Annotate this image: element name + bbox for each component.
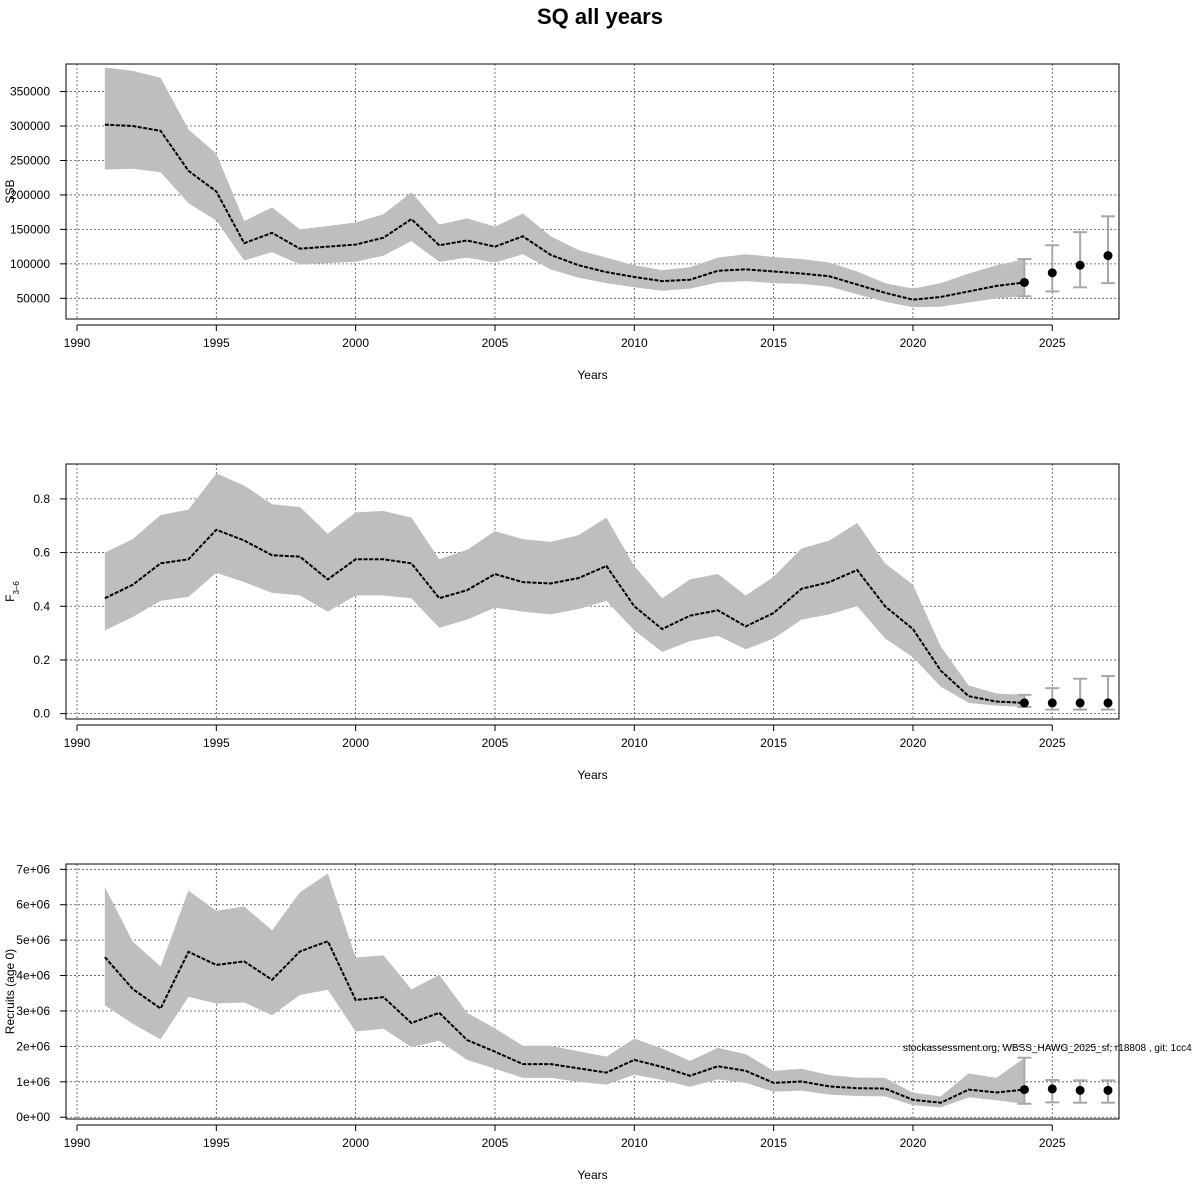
ssb-y-tick-label-4: 250000 xyxy=(10,153,50,167)
fbar-x-tick-label-2005: 2005 xyxy=(482,736,509,750)
ssb-x-tick-label-2025: 2025 xyxy=(1039,336,1066,350)
fbar-projection-2027 xyxy=(1101,675,1115,711)
fbar-projection-2026 xyxy=(1073,677,1088,711)
recruits-y-axis-label: Recruits (age 0) xyxy=(3,949,17,1034)
ssb-y-tick-label-0: 50000 xyxy=(17,291,51,305)
recruits-grid xyxy=(66,864,1119,1119)
recruits-projection-point-2026 xyxy=(1075,1085,1085,1095)
fbar-y-tick-label-4: 0.8 xyxy=(33,492,50,506)
recruits-y-tick-label-4: 4e+06 xyxy=(16,969,50,983)
chart-panels: 1990 1995 2000 2005 2010 2015 2020 2025 Years 500… xyxy=(3,63,1120,1182)
ssb-projection-point-2024 xyxy=(1019,277,1029,287)
fbar-confidence-band xyxy=(104,473,1025,707)
ssb-x-tick-label-2005: 2005 xyxy=(482,336,509,350)
recruits-projection-2025 xyxy=(1045,1079,1060,1104)
recruits-x-axis-label: Years xyxy=(577,1168,607,1182)
recruits-y-tick-label-2: 2e+06 xyxy=(16,1039,50,1053)
recruits-plot-frame xyxy=(65,863,1120,1120)
fbar-x-tick-label-2015: 2015 xyxy=(760,736,787,750)
ssb-x-tick-label-2000: 2000 xyxy=(342,336,369,350)
ssb-plot-frame xyxy=(65,63,1120,320)
fbar-projection-point-2026 xyxy=(1075,698,1085,708)
ssb-projection-2026 xyxy=(1073,231,1088,289)
ssb-projection-point-2026 xyxy=(1075,260,1085,270)
recruits-x-tick-label-1995: 1995 xyxy=(203,1136,230,1150)
fbar-panel: 1990 1995 2000 2005 2010 2015 2020 2025 Years 0.0… xyxy=(3,463,1120,782)
ssb-projection-point-2025 xyxy=(1047,268,1057,278)
fbar-x-axis: 1990 1995 2000 2005 2010 2015 2020 2025 xyxy=(64,724,1066,750)
ssb-x-tick-label-1990: 1990 xyxy=(64,336,91,350)
ssb-y-axis: 50000 100000 150000 200000 250000 300000 35000… xyxy=(10,85,66,305)
fbar-y-tick-label-0: 0.0 xyxy=(33,707,50,721)
fbar-y-tick-label-2: 0.4 xyxy=(33,599,50,613)
fbar-y-axis-label: F3–6 xyxy=(3,581,21,602)
fbar-plot-frame xyxy=(65,463,1120,720)
ssb-x-tick-label-1995: 1995 xyxy=(203,336,230,350)
ssb-y-tick-label-6: 350000 xyxy=(10,85,50,99)
footnote: stockassessment.org, WBSS_HAWG_2025_sf, … xyxy=(903,1043,1192,1054)
ssb-y-tick-label-3: 200000 xyxy=(10,188,50,202)
fbar-y-axis: 0.0 0.2 0.4 0.6 0.8 xyxy=(33,492,66,721)
ssb-y-axis-label: SSB xyxy=(3,179,17,203)
ssb-projection-2024 xyxy=(1017,258,1032,298)
chart-title: SQ all years xyxy=(537,4,663,29)
recruits-x-tick-label-2005: 2005 xyxy=(482,1136,509,1150)
recruits-y-tick-label-6: 6e+06 xyxy=(16,898,50,912)
ssb-confidence-band xyxy=(104,67,1025,308)
fbar-projection-2024 xyxy=(1017,693,1032,708)
fbar-y-axis-label-subscript: 3–6 xyxy=(12,581,21,595)
recruits-y-tick-label-5: 5e+06 xyxy=(16,933,50,947)
fbar-projection-point-2027 xyxy=(1103,698,1113,708)
recruits-projection-point-2027 xyxy=(1103,1085,1113,1095)
recruits-y-axis: 0e+00 1e+06 2e+06 3e+06 4e+06 5e+06 6e+06 7e+06 xyxy=(16,862,66,1124)
recruits-panel: 1990 1995 2000 2005 2010 2015 2020 2025 Years 0e+… xyxy=(3,862,1120,1182)
ssb-projection-point-2027 xyxy=(1103,251,1113,261)
ssb-estimate-line xyxy=(104,123,1025,301)
recruits-estimate-line xyxy=(104,939,1025,1104)
fbar-x-tick-label-1995: 1995 xyxy=(203,736,230,750)
fbar-x-tick-label-2000: 2000 xyxy=(342,736,369,750)
recruits-x-tick-label-2015: 2015 xyxy=(760,1136,787,1150)
ssb-x-tick-label-2020: 2020 xyxy=(900,336,927,350)
fbar-x-tick-label-1990: 1990 xyxy=(64,736,91,750)
recruits-y-tick-label-3: 3e+06 xyxy=(16,1004,50,1018)
ssb-x-tick-label-2010: 2010 xyxy=(621,336,648,350)
recruits-y-tick-label-1: 1e+06 xyxy=(16,1075,50,1089)
recruits-x-tick-label-2020: 2020 xyxy=(900,1136,927,1150)
fbar-y-tick-label-3: 0.6 xyxy=(33,546,50,560)
recruits-projection-2024 xyxy=(1017,1056,1032,1105)
ssb-y-tick-label-5: 300000 xyxy=(10,119,50,133)
fbar-x-tick-label-2020: 2020 xyxy=(900,736,927,750)
recruits-projection-point-2024 xyxy=(1019,1085,1029,1095)
ssb-panel: 1990 1995 2000 2005 2010 2015 2020 2025 Years 500… xyxy=(3,63,1120,382)
fbar-y-tick-label-1: 0.2 xyxy=(33,653,50,667)
ssb-projection-2025 xyxy=(1045,244,1060,293)
recruits-y-tick-label-7: 7e+06 xyxy=(16,862,50,876)
recruits-x-tick-label-2025: 2025 xyxy=(1039,1136,1066,1150)
recruits-x-tick-label-2000: 2000 xyxy=(342,1136,369,1150)
fbar-grid xyxy=(66,464,1119,719)
ssb-x-axis: 1990 1995 2000 2005 2010 2015 2020 2025 xyxy=(64,324,1066,350)
fbar-x-axis-label: Years xyxy=(577,768,607,782)
recruits-projection-2027 xyxy=(1101,1079,1115,1104)
recruits-projection-2026 xyxy=(1073,1079,1088,1104)
recruits-x-tick-label-2010: 2010 xyxy=(621,1136,648,1150)
ssb-projection-2027 xyxy=(1101,215,1115,285)
recruits-confidence-band xyxy=(104,873,1025,1108)
ssb-x-tick-label-2015: 2015 xyxy=(760,336,787,350)
recruits-x-axis: 1990 1995 2000 2005 2010 2015 2020 2025 xyxy=(64,1124,1066,1150)
recruits-y-tick-label-0: 0e+00 xyxy=(16,1110,50,1124)
recruits-x-tick-label-1990: 1990 xyxy=(64,1136,91,1150)
ssb-x-axis-label: Years xyxy=(577,368,607,382)
fbar-x-tick-label-2010: 2010 xyxy=(621,736,648,750)
ssb-y-tick-label-2: 150000 xyxy=(10,222,50,236)
fbar-x-tick-label-2025: 2025 xyxy=(1039,736,1066,750)
fbar-projection-point-2025 xyxy=(1047,698,1057,708)
fbar-estimate-line xyxy=(104,528,1025,704)
ssb-y-tick-label-1: 100000 xyxy=(10,257,50,271)
fbar-projection-point-2024 xyxy=(1019,698,1029,708)
recruits-projection-point-2025 xyxy=(1047,1084,1057,1094)
fbar-projection-2025 xyxy=(1045,687,1060,711)
